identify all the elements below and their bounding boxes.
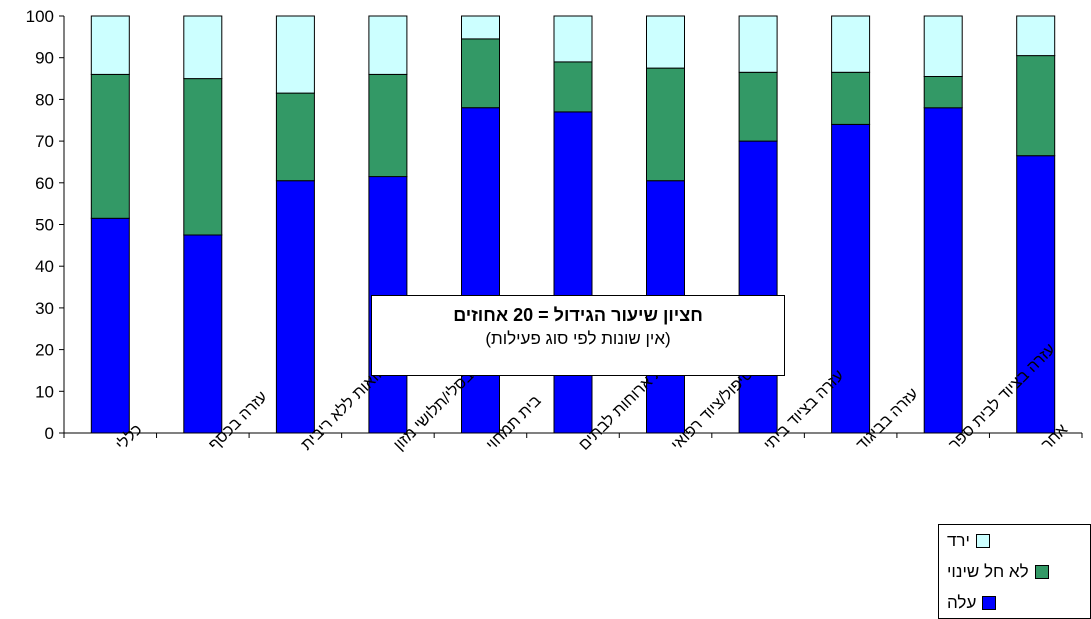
legend-swatch-no-change <box>1034 565 1049 579</box>
y-tick-label: 10 <box>35 382 54 401</box>
bar-segment-no-change-0 <box>90 73 130 219</box>
y-tick-label: 40 <box>35 257 54 276</box>
bar-segment-no-change-7 <box>738 71 778 142</box>
bar-segment-no-change-10 <box>1016 55 1056 157</box>
y-tick-label: 60 <box>35 174 54 193</box>
bar-segment-no-change-1 <box>183 78 223 236</box>
y-tick-label: 50 <box>35 216 54 235</box>
legend-swatch-increased <box>982 596 997 610</box>
axes-layer <box>59 15 1083 438</box>
y-tick-label: 100 <box>26 7 54 26</box>
bar-segment-decreased-1 <box>183 15 223 80</box>
legend-label-no-change: לא חל שינוי <box>947 562 1029 581</box>
y-tick-label: 30 <box>35 299 54 318</box>
bar-segment-decreased-6 <box>646 15 685 69</box>
bar-segment-increased-5 <box>553 111 593 434</box>
bar-segment-no-change-4 <box>461 38 500 109</box>
bar-segment-decreased-5 <box>553 15 593 63</box>
y-tick-label: 70 <box>35 132 54 151</box>
bar-segment-decreased-0 <box>90 15 130 75</box>
y-tick-label: 80 <box>35 90 54 109</box>
bar-segment-decreased-2 <box>275 15 315 94</box>
bar-segment-decreased-8 <box>831 15 871 73</box>
legend-item-no-change: לא חל שינוי <box>947 561 1049 583</box>
legend-item-increased: עלה <box>947 592 997 614</box>
bar-segment-decreased-10 <box>1016 15 1056 57</box>
bar-segment-increased-2 <box>275 180 315 434</box>
bar-segment-no-change-6 <box>646 67 685 182</box>
bar-segment-decreased-3 <box>368 15 408 75</box>
bars-layer <box>90 15 1056 434</box>
legend-item-decreased: ירד <box>947 530 990 552</box>
bar-segment-no-change-3 <box>368 73 408 178</box>
bar-segment-increased-1 <box>183 234 223 434</box>
bar-segment-decreased-4 <box>461 15 500 40</box>
bar-segment-decreased-9 <box>923 15 963 77</box>
legend: ירד לא חל שינוי עלה <box>938 524 1091 619</box>
bar-segment-decreased-7 <box>738 15 778 73</box>
annotation-subtitle: (אין שונות לפי סוג פעילות) <box>485 329 671 348</box>
legend-label-decreased: ירד <box>947 531 970 550</box>
y-tick-labels: 0 10 20 30 40 50 60 70 80 90 100 <box>26 7 54 443</box>
bar-segment-increased-10 <box>1016 155 1056 434</box>
bar-segment-no-change-2 <box>275 92 315 182</box>
bar-segment-increased-9 <box>923 107 963 434</box>
y-tick-label: 90 <box>35 49 54 68</box>
bar-segment-increased-8 <box>831 123 871 434</box>
bar-segment-no-change-8 <box>831 71 871 125</box>
bar-segment-no-change-5 <box>553 61 593 113</box>
legend-label-increased: עלה <box>947 593 977 612</box>
y-tick-label: 0 <box>45 424 54 443</box>
y-tick-label: 20 <box>35 341 54 360</box>
legend-swatch-decreased <box>975 534 990 548</box>
annotation-title: חציון שיעור הגידול = 20 אחוזים <box>453 305 703 325</box>
bar-segment-no-change-9 <box>923 76 963 109</box>
bar-segment-increased-0 <box>90 217 130 434</box>
median-annotation-box: חציון שיעור הגידול = 20 אחוזים (אין שונו… <box>371 295 785 376</box>
